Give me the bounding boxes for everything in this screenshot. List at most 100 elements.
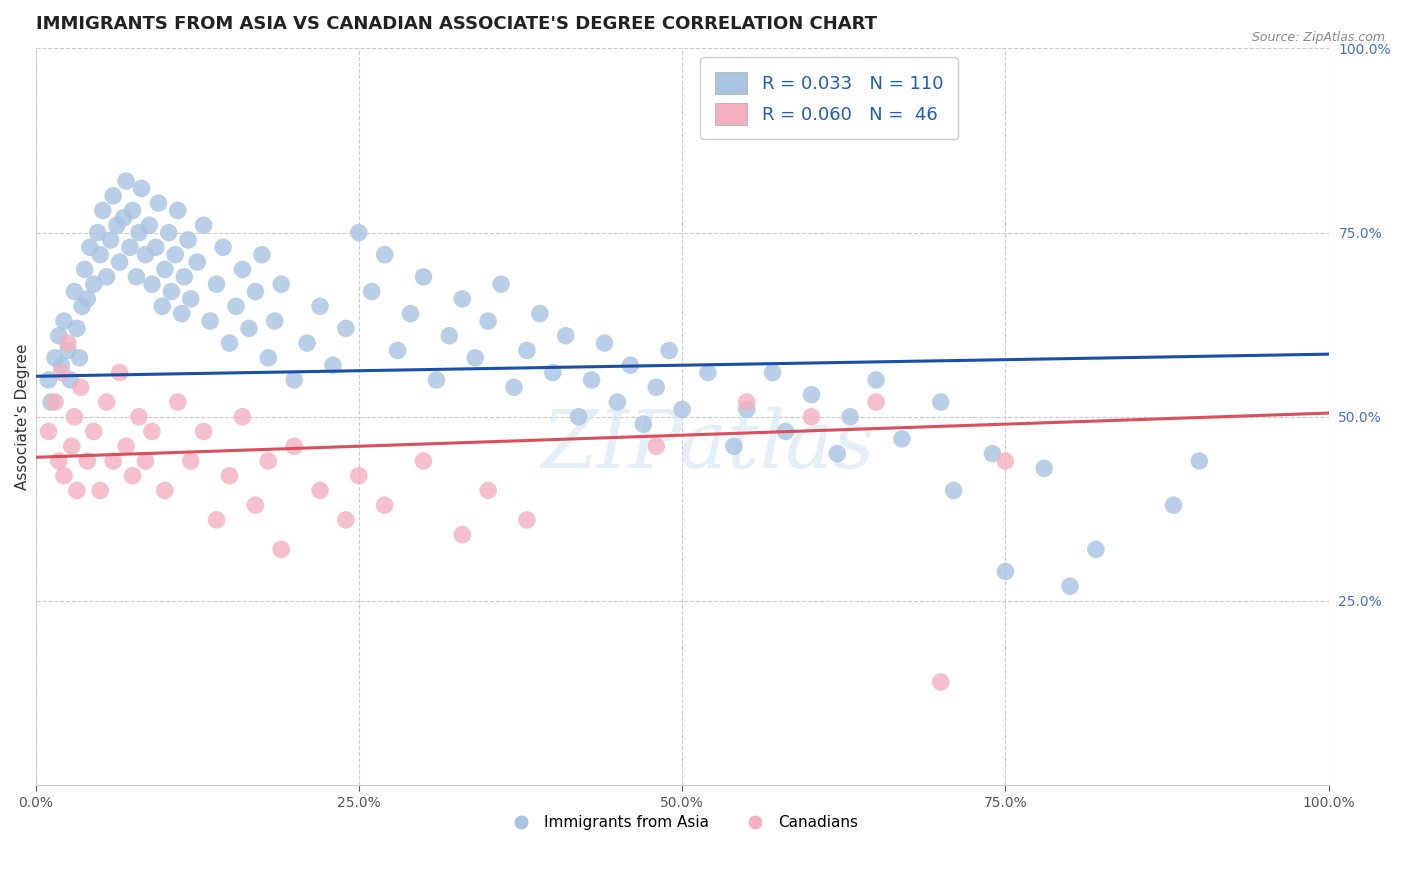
Point: [283, 373, 305, 387]
Point: [69, 380, 91, 394]
Text: Source: ZipAtlas.com: Source: ZipAtlas.com: [1251, 31, 1385, 45]
Point: [212, 240, 235, 254]
Point: [658, 343, 681, 358]
Point: [360, 285, 382, 299]
Point: [148, 196, 170, 211]
Point: [225, 299, 247, 313]
Point: [165, 248, 187, 262]
Point: [735, 395, 758, 409]
Point: [37, 373, 59, 387]
Point: [121, 468, 143, 483]
Point: [257, 351, 280, 365]
Point: [37, 425, 59, 439]
Point: [83, 425, 105, 439]
Point: [79, 240, 101, 254]
Point: [60, 439, 83, 453]
Point: [890, 432, 912, 446]
Point: [477, 314, 499, 328]
Point: [335, 321, 357, 335]
Point: [59, 373, 82, 387]
Point: [606, 395, 628, 409]
Point: [309, 299, 332, 313]
Point: [231, 409, 253, 424]
Point: [134, 248, 156, 262]
Point: [166, 203, 188, 218]
Point: [145, 240, 167, 254]
Point: [125, 269, 148, 284]
Point: [633, 417, 655, 431]
Point: [295, 336, 318, 351]
Point: [105, 219, 128, 233]
Point: [153, 483, 176, 498]
Point: [150, 299, 173, 313]
Point: [593, 336, 616, 351]
Point: [477, 483, 499, 498]
Point: [101, 454, 124, 468]
Point: [73, 262, 96, 277]
Point: [177, 233, 200, 247]
Point: [374, 248, 396, 262]
Point: [516, 513, 538, 527]
Point: [994, 454, 1017, 468]
Point: [128, 226, 150, 240]
Point: [425, 373, 447, 387]
Point: [44, 395, 66, 409]
Point: [929, 395, 952, 409]
Point: [115, 174, 138, 188]
Point: [399, 307, 422, 321]
Point: [56, 336, 79, 351]
Point: [218, 336, 240, 351]
Point: [160, 285, 183, 299]
Point: [66, 321, 89, 335]
Point: [76, 292, 98, 306]
Point: [205, 277, 228, 292]
Point: [865, 395, 887, 409]
Text: IMMIGRANTS FROM ASIA VS CANADIAN ASSOCIATE'S DEGREE CORRELATION CHART: IMMIGRANTS FROM ASIA VS CANADIAN ASSOCIA…: [35, 15, 876, 33]
Point: [173, 269, 195, 284]
Point: [48, 454, 70, 468]
Point: [186, 255, 208, 269]
Point: [800, 409, 823, 424]
Point: [347, 468, 370, 483]
Point: [374, 498, 396, 512]
Point: [309, 483, 332, 498]
Point: [89, 483, 111, 498]
Point: [322, 358, 344, 372]
Point: [839, 409, 862, 424]
Point: [270, 277, 292, 292]
Point: [387, 343, 409, 358]
Point: [270, 542, 292, 557]
Point: [1033, 461, 1056, 475]
Point: [942, 483, 965, 498]
Point: [53, 468, 76, 483]
Point: [63, 285, 86, 299]
Point: [53, 314, 76, 328]
Y-axis label: Associate's Degree: Associate's Degree: [15, 343, 30, 490]
Point: [981, 447, 1004, 461]
Point: [100, 233, 122, 247]
Point: [115, 439, 138, 453]
Point: [1084, 542, 1107, 557]
Point: [250, 248, 273, 262]
Point: [108, 255, 131, 269]
Point: [735, 402, 758, 417]
Point: [697, 366, 720, 380]
Point: [180, 454, 202, 468]
Point: [489, 277, 512, 292]
Point: [48, 328, 70, 343]
Point: [193, 425, 215, 439]
Point: [541, 366, 564, 380]
Point: [128, 409, 150, 424]
Point: [451, 527, 474, 541]
Point: [157, 226, 180, 240]
Point: [180, 292, 202, 306]
Point: [529, 307, 551, 321]
Point: [166, 395, 188, 409]
Point: [619, 358, 641, 372]
Point: [69, 351, 91, 365]
Point: [231, 262, 253, 277]
Point: [118, 240, 141, 254]
Point: [193, 219, 215, 233]
Point: [112, 211, 135, 225]
Point: [96, 395, 118, 409]
